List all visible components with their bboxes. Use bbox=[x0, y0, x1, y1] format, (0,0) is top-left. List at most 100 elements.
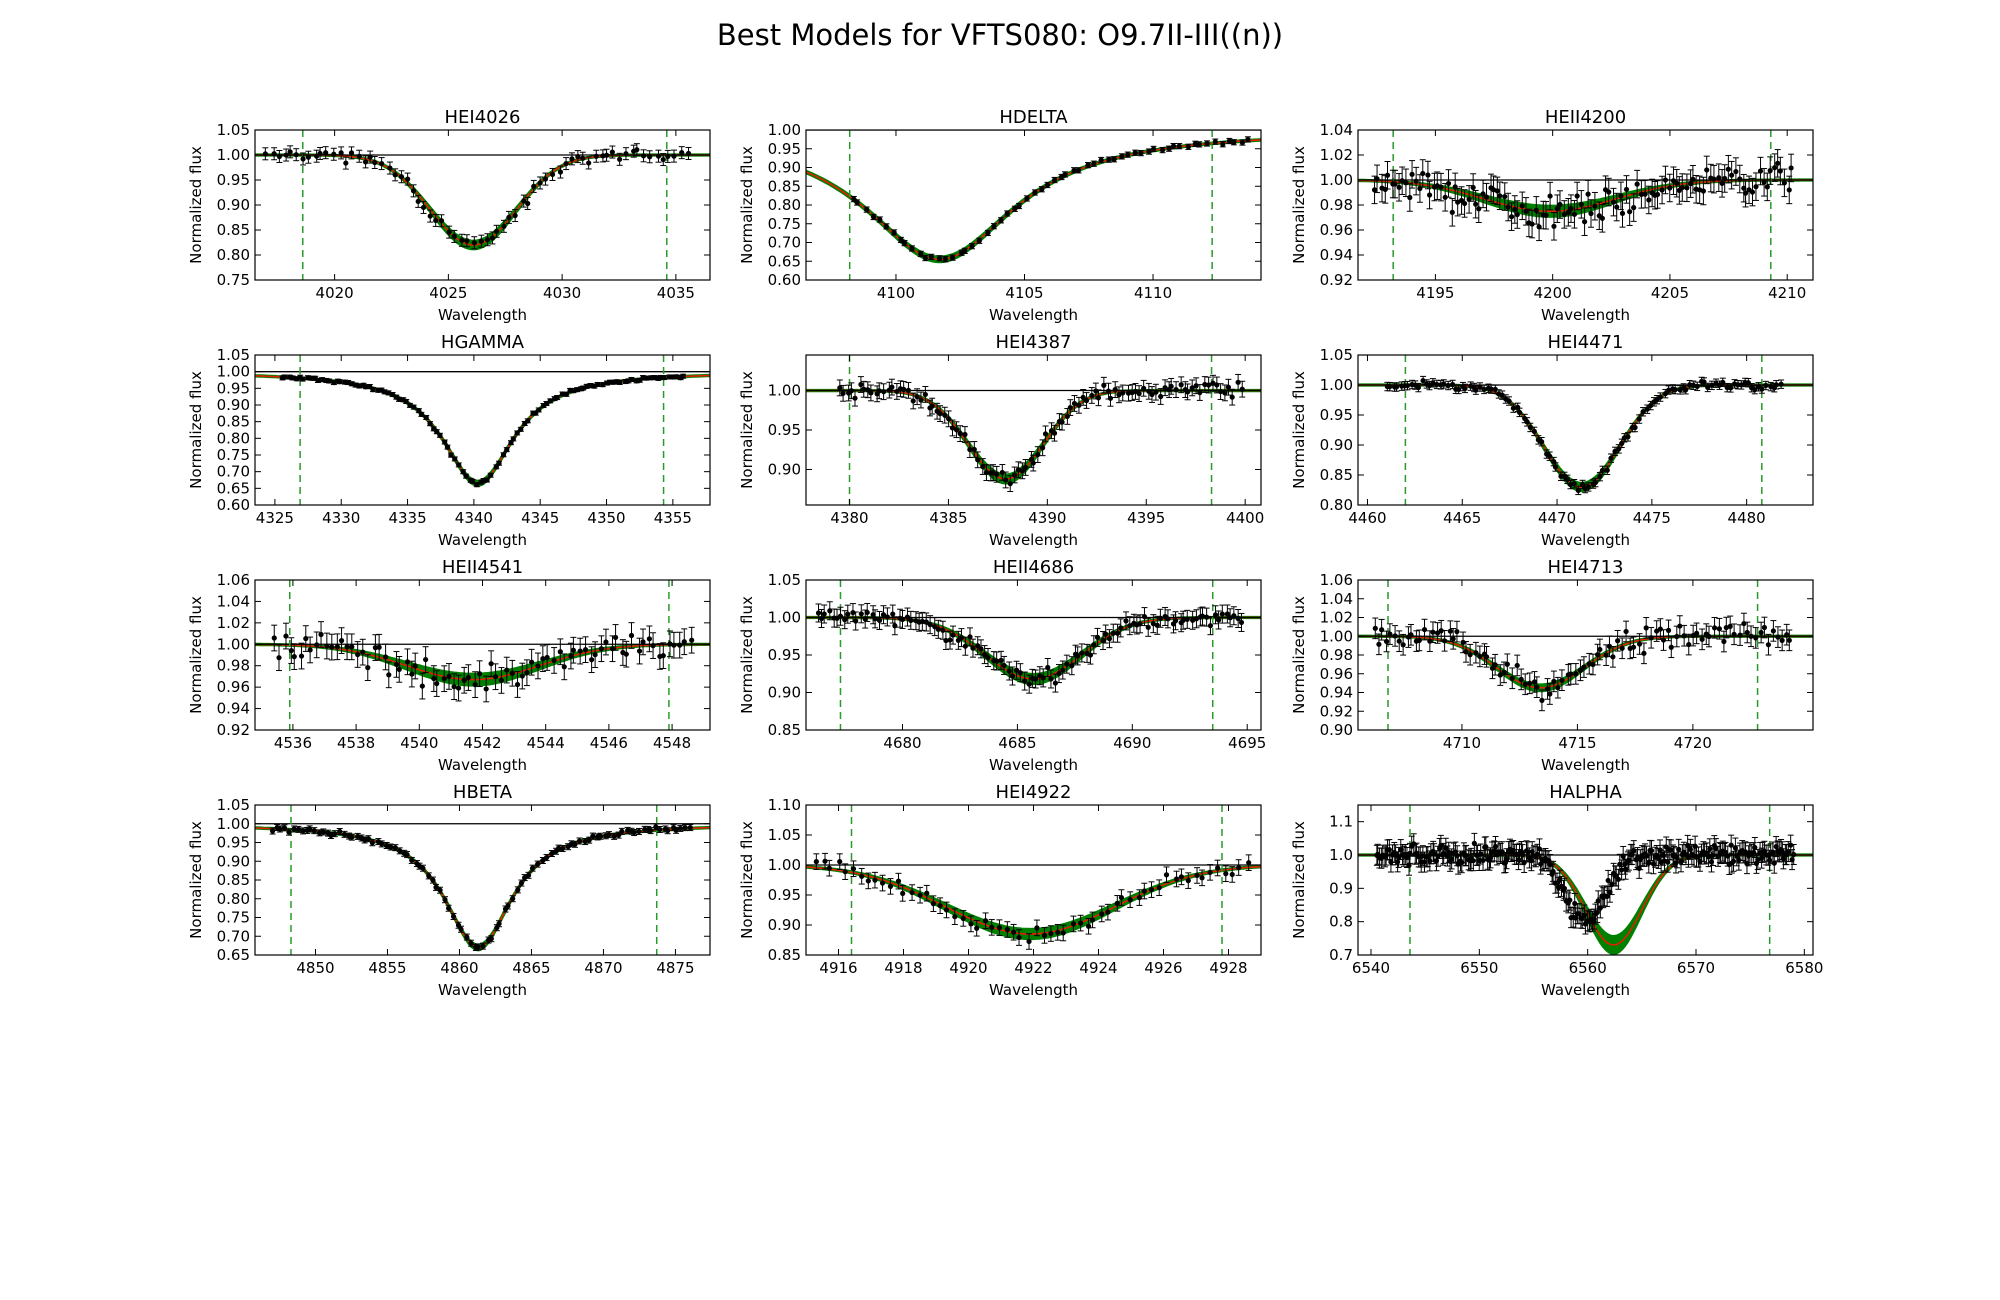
data-point bbox=[326, 378, 333, 384]
data-point bbox=[1170, 143, 1177, 150]
point-marker bbox=[1711, 625, 1718, 631]
y-tick-label: 0.70 bbox=[217, 463, 250, 481]
data-point bbox=[415, 194, 422, 208]
data-point bbox=[392, 168, 399, 182]
point-marker bbox=[901, 240, 908, 246]
observed-points bbox=[1372, 612, 1793, 712]
point-marker bbox=[372, 159, 378, 166]
subplot-title: HDELTA bbox=[999, 107, 1068, 128]
data-point bbox=[914, 388, 921, 406]
y-tick-label: 0.80 bbox=[217, 246, 250, 264]
data-point bbox=[1449, 198, 1456, 227]
point-marker bbox=[362, 159, 369, 165]
point-marker bbox=[465, 675, 471, 681]
subplot-heii4200: 4195 4200 4205 42100.920.940.960.981.001.02… bbox=[1290, 107, 1814, 324]
data-point bbox=[1004, 210, 1011, 217]
point-marker bbox=[1636, 416, 1642, 422]
y-tick-label: 0.98 bbox=[217, 657, 250, 675]
point-marker bbox=[1461, 200, 1468, 207]
point-marker bbox=[967, 446, 973, 453]
data-point bbox=[1731, 623, 1738, 646]
data-point bbox=[1626, 197, 1633, 226]
x-tick-label: 4542 bbox=[463, 734, 501, 752]
data-point bbox=[1623, 620, 1630, 643]
data-point bbox=[1727, 383, 1734, 393]
data-point bbox=[1752, 627, 1759, 649]
data-point bbox=[1244, 136, 1251, 143]
point-marker bbox=[962, 643, 968, 649]
y-tick-label: 0.85 bbox=[768, 721, 801, 739]
data-point bbox=[1509, 667, 1516, 690]
point-marker bbox=[1220, 141, 1226, 147]
data-point bbox=[574, 150, 581, 164]
data-point bbox=[616, 152, 623, 166]
y-axis-label: Normalized flux bbox=[738, 596, 756, 714]
data-point bbox=[408, 856, 415, 864]
data-point bbox=[1585, 179, 1592, 209]
point-marker bbox=[300, 828, 306, 834]
point-marker bbox=[551, 657, 557, 664]
data-point bbox=[285, 828, 292, 836]
point-marker bbox=[1193, 383, 1199, 389]
point-marker bbox=[563, 160, 569, 167]
point-marker bbox=[317, 150, 323, 157]
point-marker bbox=[1409, 171, 1415, 177]
point-marker bbox=[427, 213, 433, 219]
data-point bbox=[1472, 641, 1479, 664]
data-point bbox=[962, 636, 969, 656]
data-point bbox=[1514, 654, 1521, 677]
point-marker bbox=[818, 615, 825, 622]
point-marker bbox=[660, 653, 666, 659]
point-marker bbox=[689, 637, 695, 643]
point-marker bbox=[909, 245, 915, 252]
data-point bbox=[1095, 389, 1102, 407]
point-marker bbox=[609, 149, 615, 155]
point-marker bbox=[889, 384, 895, 390]
data-point bbox=[476, 660, 483, 688]
data-point bbox=[974, 636, 981, 656]
data-point bbox=[1207, 616, 1214, 636]
point-marker bbox=[1539, 439, 1545, 445]
data-point bbox=[427, 209, 434, 223]
point-marker bbox=[1512, 206, 1518, 213]
data-point bbox=[1022, 459, 1029, 476]
point-marker bbox=[661, 374, 667, 381]
data-point bbox=[503, 447, 510, 453]
point-marker bbox=[1396, 638, 1402, 644]
point-marker bbox=[329, 644, 335, 650]
subplot-title: HEI4387 bbox=[995, 332, 1071, 353]
data-point bbox=[1761, 168, 1768, 197]
axes-frame bbox=[1357, 579, 1814, 731]
data-point bbox=[1721, 164, 1728, 193]
data-point bbox=[430, 665, 437, 692]
point-marker bbox=[1588, 210, 1594, 217]
data-point bbox=[1748, 625, 1755, 648]
data-point bbox=[528, 648, 535, 676]
point-marker bbox=[393, 661, 400, 668]
y-tick-label: 0.75 bbox=[217, 446, 250, 464]
point-marker bbox=[1571, 211, 1578, 217]
data-point bbox=[1112, 381, 1119, 399]
point-marker bbox=[1442, 194, 1448, 200]
y-tick-label: 0.92 bbox=[1320, 271, 1353, 289]
data-point bbox=[483, 477, 490, 483]
x-tick-label: 4710 bbox=[1443, 734, 1481, 752]
data-point bbox=[342, 156, 349, 170]
plot-area bbox=[255, 805, 710, 955]
point-marker bbox=[883, 223, 889, 230]
point-marker bbox=[1753, 635, 1759, 641]
data-point bbox=[1399, 166, 1406, 196]
plot-area bbox=[255, 580, 710, 730]
point-marker bbox=[1044, 182, 1051, 188]
point-marker bbox=[1784, 632, 1790, 638]
point-marker bbox=[283, 633, 289, 639]
data-point bbox=[1770, 620, 1777, 642]
point-marker bbox=[1533, 207, 1539, 213]
point-marker bbox=[492, 674, 499, 680]
point-marker bbox=[367, 154, 373, 160]
point-marker bbox=[1060, 667, 1066, 673]
data-point bbox=[1441, 630, 1448, 652]
data-point bbox=[387, 843, 394, 851]
point-marker bbox=[1727, 623, 1733, 629]
